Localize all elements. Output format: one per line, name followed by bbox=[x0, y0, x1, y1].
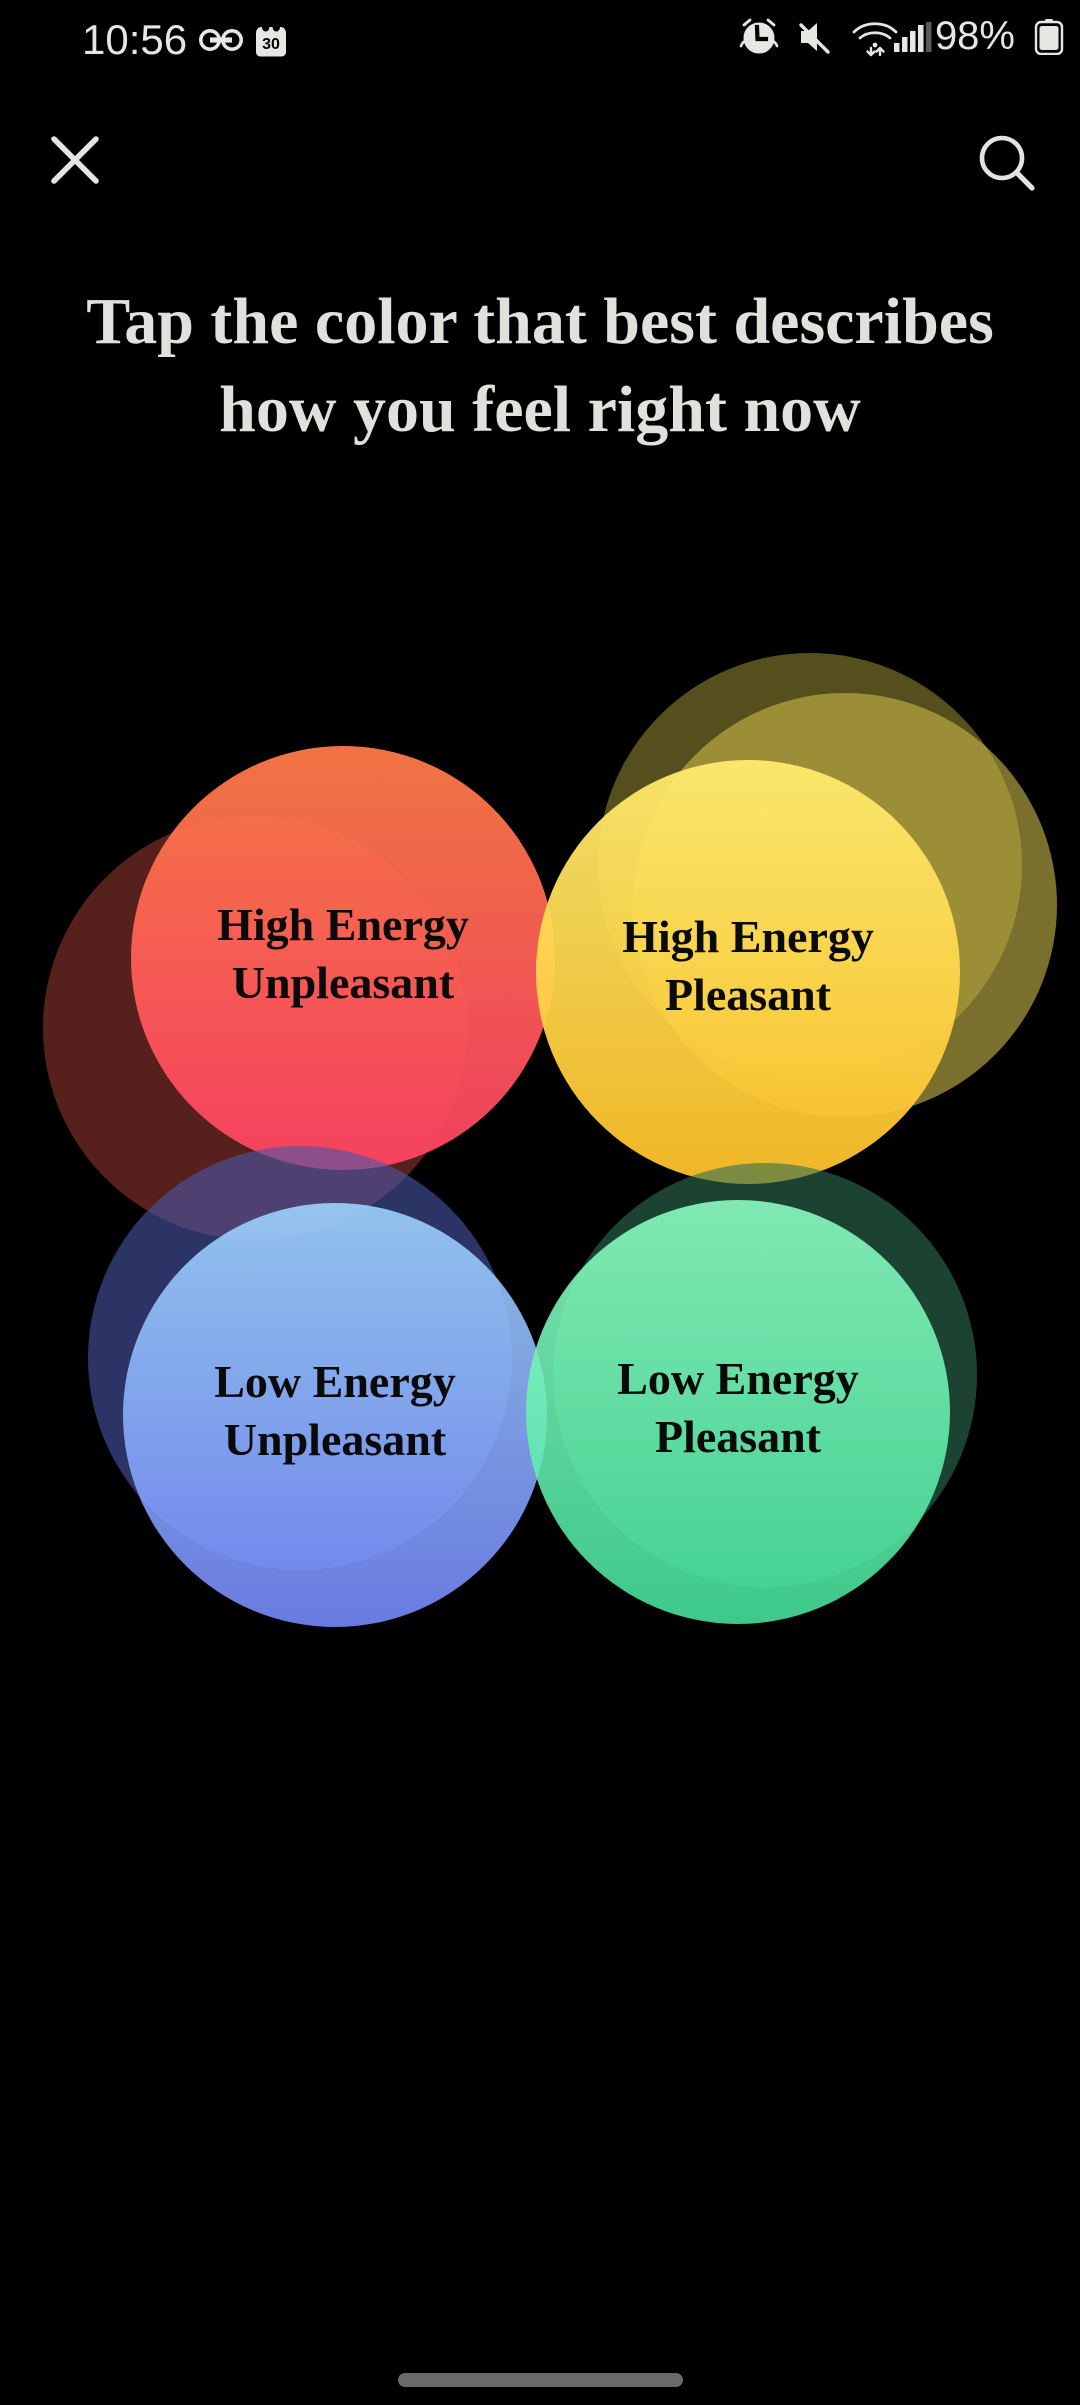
svg-text:Unpleasant: Unpleasant bbox=[232, 957, 455, 1008]
svg-text:Low Energy: Low Energy bbox=[617, 1353, 859, 1404]
svg-text:Pleasant: Pleasant bbox=[655, 1411, 822, 1462]
svg-text:Unpleasant: Unpleasant bbox=[224, 1414, 447, 1465]
svg-text:High Energy: High Energy bbox=[217, 899, 469, 950]
svg-text:Pleasant: Pleasant bbox=[665, 969, 832, 1020]
svg-text:High Energy: High Energy bbox=[622, 911, 874, 962]
svg-text:Low Energy: Low Energy bbox=[214, 1356, 456, 1407]
